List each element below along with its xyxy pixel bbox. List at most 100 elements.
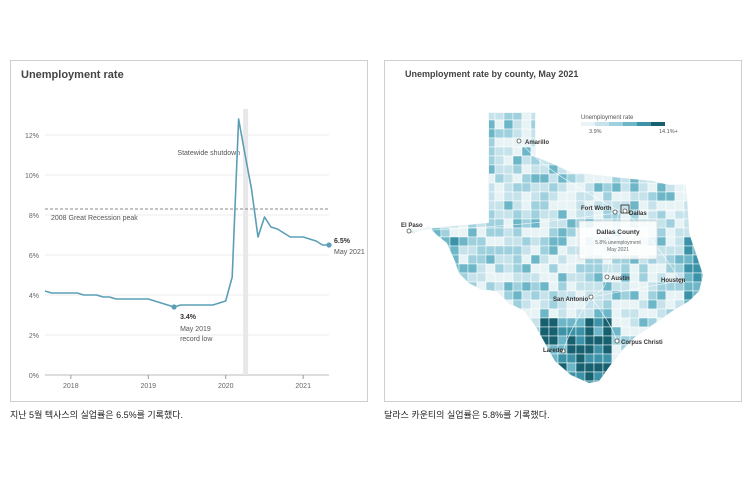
county-cell xyxy=(494,155,505,166)
county-cell xyxy=(440,113,451,121)
county-cell xyxy=(440,254,451,265)
county-cell xyxy=(557,371,568,382)
county-cell xyxy=(539,353,550,364)
map-title: Unemployment rate by county, May 2021 xyxy=(405,69,579,79)
county-cell xyxy=(467,290,478,301)
county-cell xyxy=(692,254,703,265)
county-cell xyxy=(647,371,658,382)
county-cell xyxy=(494,335,505,346)
county-cell xyxy=(701,371,703,382)
county-cell xyxy=(440,281,451,292)
county-cell xyxy=(440,209,451,220)
county-cell xyxy=(692,308,703,319)
county-cell xyxy=(548,317,559,328)
county-cell xyxy=(467,272,478,283)
county-cell xyxy=(485,326,496,337)
county-cell xyxy=(458,263,469,274)
county-cell xyxy=(485,200,496,211)
county-cell xyxy=(485,353,496,364)
county-cell xyxy=(548,113,559,121)
county-cell xyxy=(409,281,415,292)
county-cell xyxy=(656,200,667,211)
county-cell xyxy=(431,155,442,166)
y-tick-label: 4% xyxy=(29,293,39,300)
county-cell xyxy=(656,290,667,301)
county-cell xyxy=(620,182,631,193)
county-cell xyxy=(674,200,685,211)
county-cell xyxy=(476,182,487,193)
county-cell xyxy=(629,182,640,193)
county-cell xyxy=(503,113,514,121)
county-cell xyxy=(512,254,523,265)
county-cell xyxy=(512,272,523,283)
county-cell xyxy=(620,191,631,202)
county-cell xyxy=(629,137,640,148)
county-cell xyxy=(440,326,451,337)
county-cell xyxy=(413,299,424,310)
county-cell xyxy=(557,209,568,220)
county-cell xyxy=(665,245,676,256)
county-cell xyxy=(449,254,460,265)
county-cell xyxy=(467,263,478,274)
county-cell xyxy=(593,146,604,157)
county-cell xyxy=(593,371,604,382)
county-cell xyxy=(566,137,577,148)
county-cell xyxy=(638,164,649,175)
county-cell xyxy=(458,299,469,310)
county-cell xyxy=(530,209,541,220)
county-cell xyxy=(656,371,667,382)
county-cell xyxy=(584,317,595,328)
county-cell xyxy=(503,353,514,364)
county-cell xyxy=(494,182,505,193)
county-cell xyxy=(548,371,559,382)
county-cell xyxy=(458,245,469,256)
county-cell xyxy=(611,299,622,310)
county-cell xyxy=(638,137,649,148)
county-cell xyxy=(683,128,694,139)
county-cell xyxy=(440,191,451,202)
county-cell xyxy=(566,362,577,373)
county-cell xyxy=(449,317,460,328)
county-cell xyxy=(485,209,496,220)
record-low-label-1: May 2019 xyxy=(180,326,211,333)
county-cell xyxy=(566,254,577,265)
county-cell xyxy=(665,371,676,382)
county-cell xyxy=(422,380,433,383)
county-cell xyxy=(683,335,694,346)
county-cell xyxy=(647,128,658,139)
legend-swatch xyxy=(623,122,637,126)
county-cell xyxy=(476,119,487,130)
county-cell xyxy=(431,371,442,382)
county-cell xyxy=(521,254,532,265)
county-cell xyxy=(485,371,496,382)
county-cell xyxy=(440,353,451,364)
county-cell xyxy=(476,272,487,283)
county-cell xyxy=(701,344,703,355)
county-cell xyxy=(494,146,505,157)
county-cell xyxy=(409,326,415,337)
county-cell xyxy=(611,308,622,319)
county-cell xyxy=(521,200,532,211)
county-cell xyxy=(409,209,415,220)
county-cell xyxy=(476,362,487,373)
county-cell xyxy=(548,155,559,166)
county-cell xyxy=(431,218,442,229)
city-houston: Houston xyxy=(661,278,686,284)
county-cell xyxy=(458,128,469,139)
county-cell xyxy=(584,182,595,193)
county-cell xyxy=(539,380,550,383)
county-cell xyxy=(413,191,424,202)
county-cell xyxy=(521,182,532,193)
county-cell xyxy=(431,113,442,121)
county-cell xyxy=(521,353,532,364)
county-cell xyxy=(413,146,424,157)
county-cell xyxy=(440,200,451,211)
county-cell xyxy=(449,119,460,130)
county-cell xyxy=(422,263,433,274)
county-cell xyxy=(674,245,685,256)
county-cell xyxy=(566,371,577,382)
county-cell xyxy=(458,182,469,193)
county-cell xyxy=(512,113,523,121)
county-cell xyxy=(476,227,487,238)
county-cell xyxy=(620,299,631,310)
